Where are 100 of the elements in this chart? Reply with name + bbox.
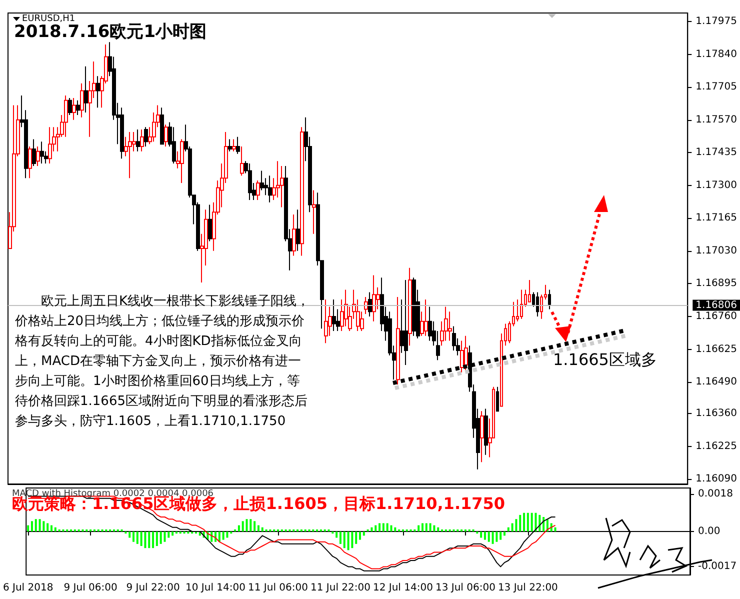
candlestick (64, 95, 68, 138)
bar (519, 514, 522, 532)
candlestick (268, 175, 272, 203)
bar (261, 527, 264, 532)
x-tick-label: 13 Jul 22:00 (498, 582, 558, 594)
bar (504, 532, 506, 536)
candlestick (236, 136, 240, 154)
bar (38, 519, 41, 532)
candlestick (412, 277, 416, 336)
bar (359, 532, 362, 540)
candlestick (32, 138, 36, 166)
bar (496, 532, 498, 542)
candlestick (496, 386, 499, 412)
candlestick (260, 170, 264, 191)
candlestick (364, 296, 368, 315)
bar (250, 519, 252, 532)
annotation: EURUSD,H1 (22, 14, 76, 24)
bar (238, 525, 240, 532)
bar (484, 532, 486, 540)
bar (140, 532, 142, 546)
bar (492, 532, 494, 544)
bar (152, 532, 154, 548)
bar (554, 527, 556, 532)
bar (168, 532, 170, 538)
y-tick-label: 1.17975 (696, 16, 738, 27)
bar (156, 532, 158, 546)
candlestick (96, 76, 100, 108)
candlestick (444, 306, 448, 342)
bar (160, 532, 162, 544)
bar (355, 532, 358, 544)
bar (418, 525, 420, 532)
candlestick (128, 131, 132, 179)
candlestick (344, 289, 348, 327)
bar (27, 525, 30, 532)
candlestick (36, 146, 40, 166)
candlestick (48, 126, 52, 164)
candlestick (312, 190, 316, 234)
candlestick (296, 209, 300, 252)
y-tick-label: 1.17570 (696, 114, 738, 126)
y-tick-label: 1.16360 (696, 408, 738, 420)
y-tick-label: 1.17705 (696, 82, 738, 93)
ref-line-label: 1.16806 (696, 300, 738, 311)
y-tick-label: 1.16225 (696, 440, 738, 452)
candlestick (536, 292, 539, 317)
y-tick-label: 1.16760 (696, 310, 738, 322)
bar (351, 532, 354, 548)
y-tick-label: 1.17840 (696, 48, 738, 60)
bar (429, 523, 432, 532)
y-tick-label: 1.16895 (696, 278, 738, 290)
bar (538, 514, 541, 532)
y-tick-label: 1.17435 (696, 147, 738, 158)
candlestick (368, 292, 372, 317)
bar (433, 525, 436, 532)
bar (34, 519, 37, 532)
bar (136, 532, 138, 544)
candlestick (372, 274, 376, 322)
candlestick (68, 97, 72, 116)
bar (339, 532, 342, 544)
bar (374, 525, 377, 532)
candlestick (448, 311, 452, 342)
candlestick (208, 204, 212, 242)
x-tick-label: 9 Jul 06:00 (64, 582, 118, 594)
candlestick (144, 126, 148, 148)
bar (526, 512, 529, 532)
candlestick (484, 408, 488, 456)
x-tick-label: 11 Jul 22:00 (310, 582, 370, 594)
y-tick-label: 0.00 (698, 526, 720, 537)
candlestick (140, 129, 144, 152)
candlestick (172, 126, 176, 164)
candlestick (428, 306, 432, 342)
bar (370, 527, 373, 532)
candlestick (460, 340, 464, 373)
candlestick (76, 100, 80, 116)
bar (425, 523, 428, 532)
candlestick (228, 138, 232, 152)
bar (254, 521, 256, 532)
y-tick-label: 1.16490 (696, 376, 738, 388)
bar (42, 521, 45, 532)
bar (382, 523, 384, 532)
bar (30, 521, 33, 532)
bar (386, 523, 388, 532)
bar (172, 532, 174, 536)
candlestick (120, 107, 124, 160)
bar (523, 512, 526, 532)
bar (500, 532, 502, 540)
y-tick-label: -0.0017 (698, 561, 737, 572)
bar (50, 525, 52, 532)
bar (390, 525, 392, 532)
bar (226, 532, 228, 538)
candlestick (256, 180, 260, 200)
y-tick-label: 1.17030 (696, 245, 738, 256)
bar (530, 512, 533, 532)
candlestick (40, 141, 44, 164)
candlestick (520, 289, 523, 320)
bar (336, 532, 338, 538)
candlestick (164, 124, 168, 148)
bar (46, 523, 49, 532)
candlestick (408, 267, 412, 346)
candlestick (424, 298, 428, 336)
candlestick (160, 107, 164, 145)
